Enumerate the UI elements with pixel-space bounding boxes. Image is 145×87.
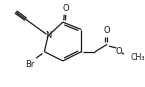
Text: N: N — [45, 31, 51, 40]
Text: O: O — [104, 26, 110, 35]
Text: O: O — [62, 4, 69, 13]
Text: Br: Br — [25, 60, 34, 69]
Text: O: O — [116, 47, 123, 56]
Text: CH₃: CH₃ — [130, 53, 145, 62]
